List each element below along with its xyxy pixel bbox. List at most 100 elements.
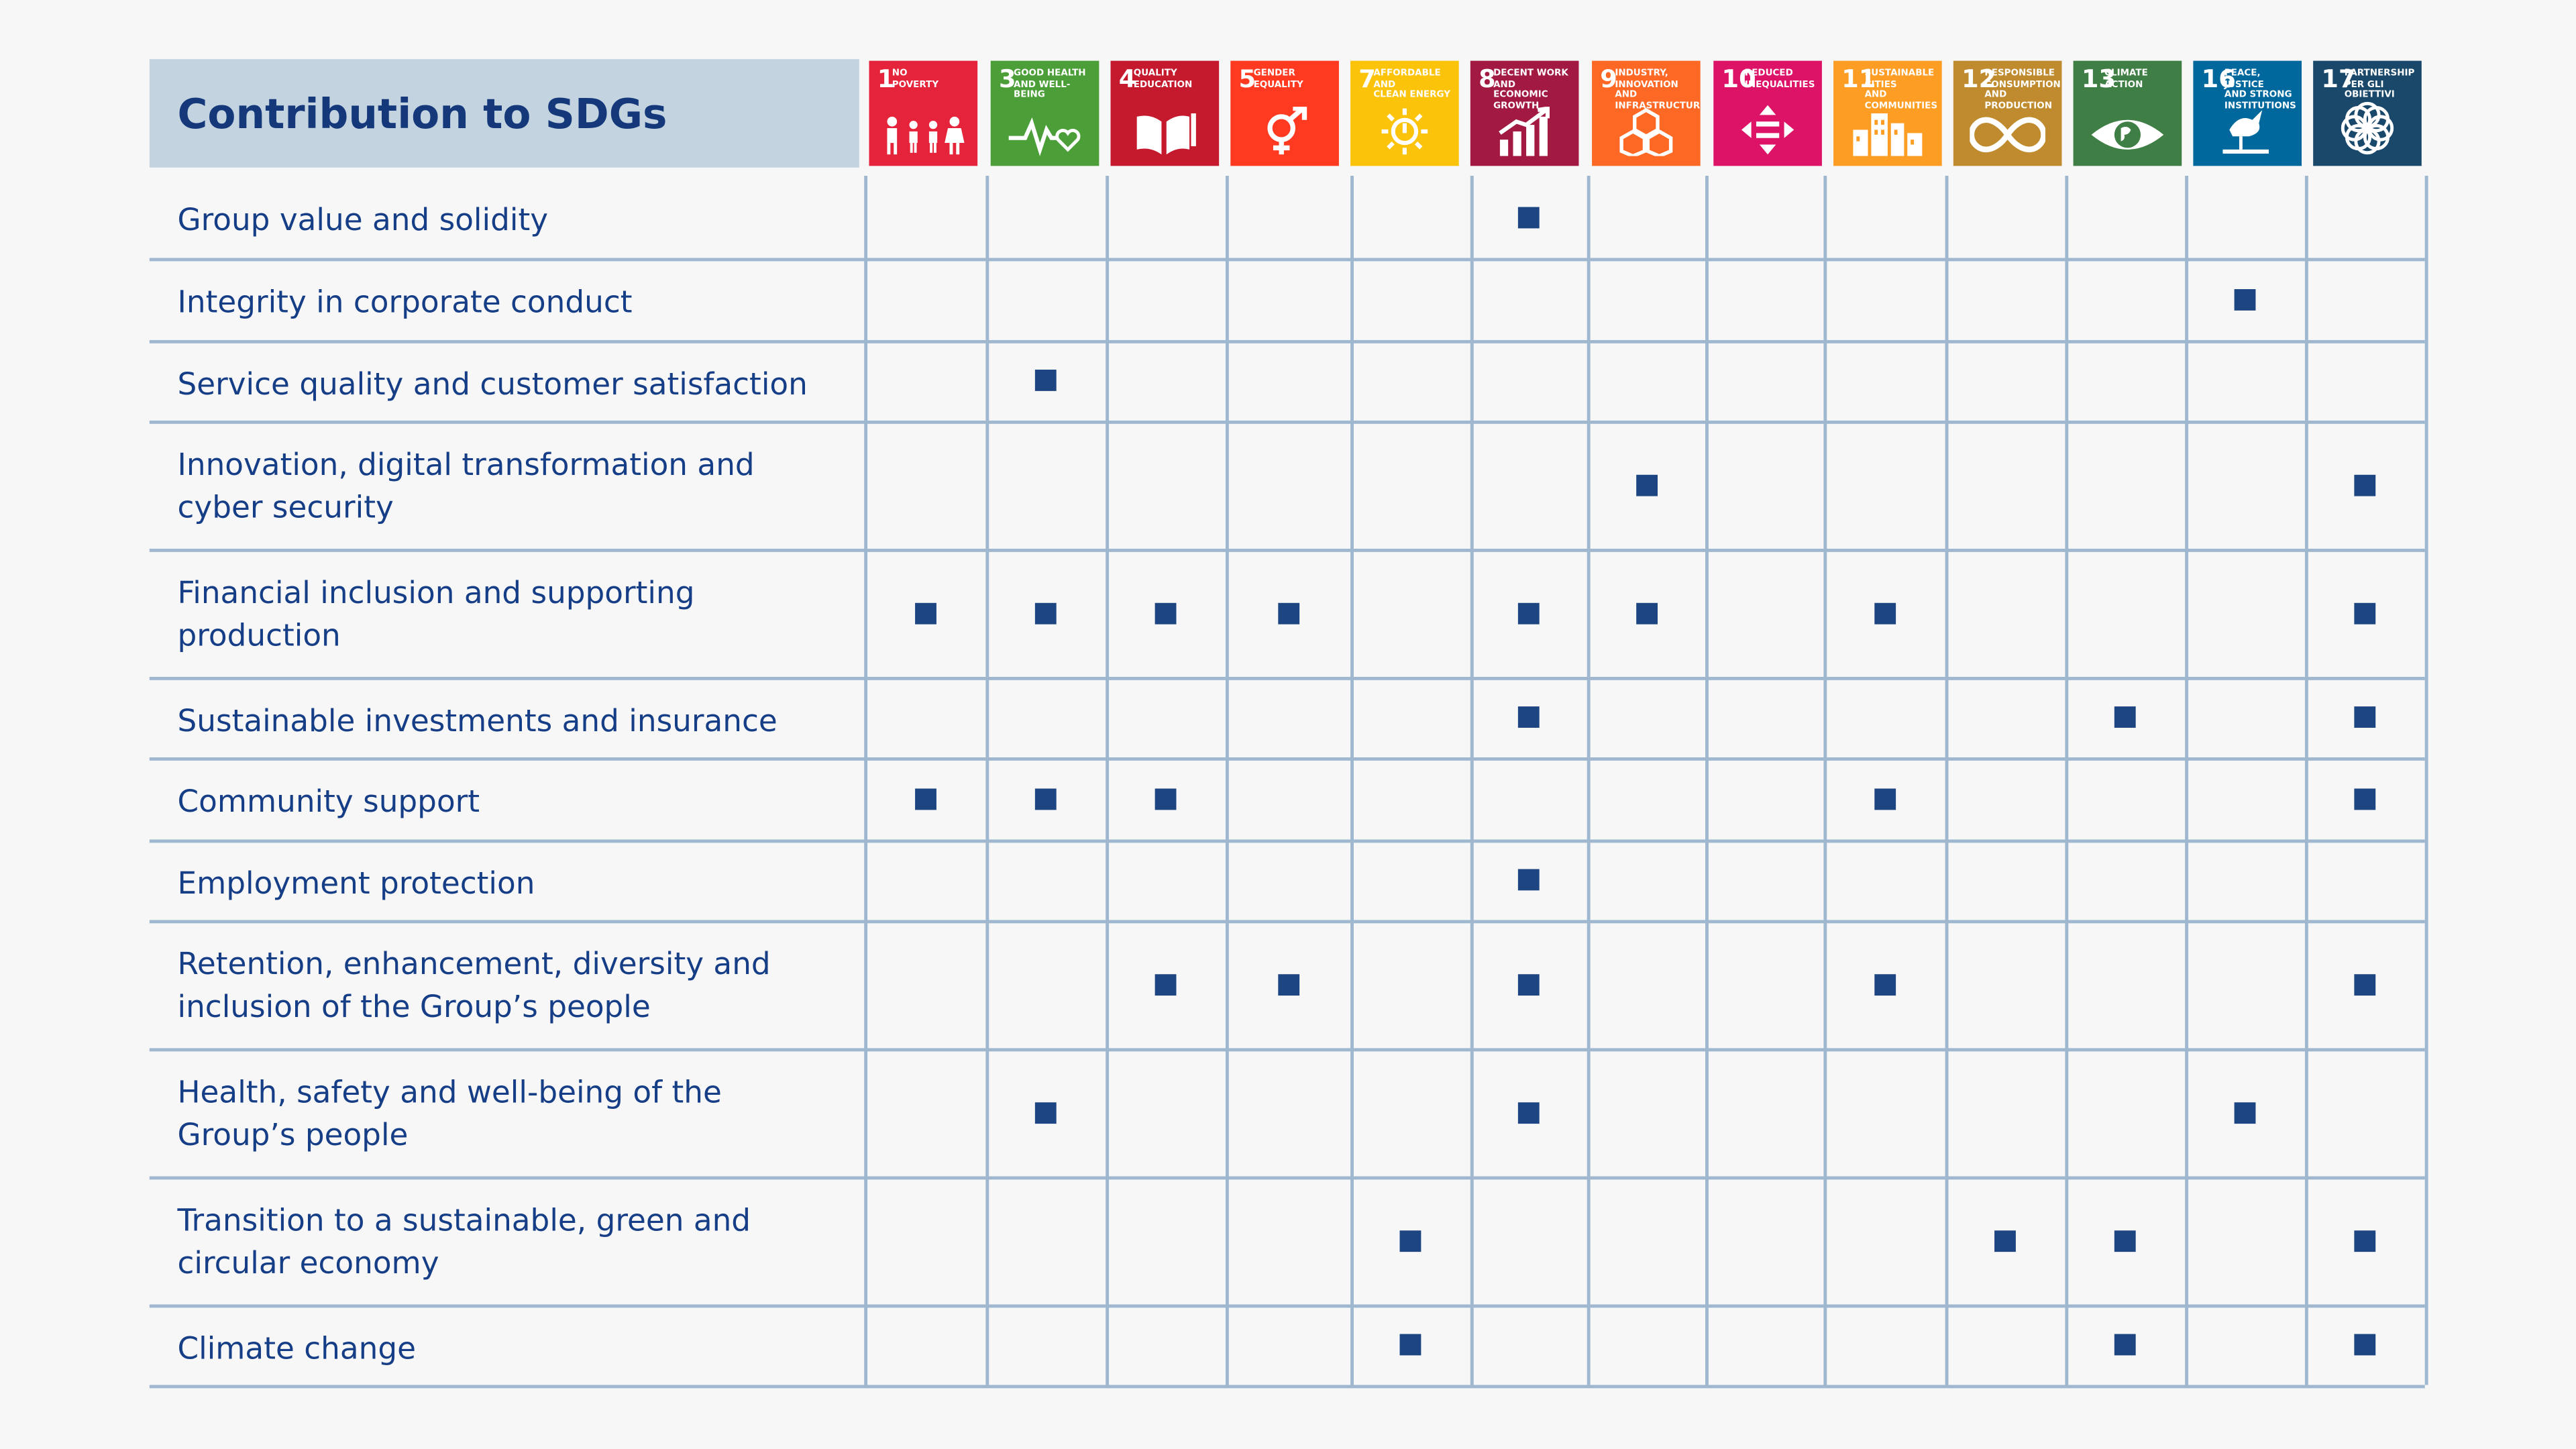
sdg-label: Quality Education	[1133, 68, 1193, 90]
sdg-number: 13	[2081, 64, 2116, 94]
contribution-mark	[2114, 1230, 2136, 1251]
table-row-label: Health, safety and well-being of the Gro…	[177, 1076, 722, 1152]
contribution-mark	[1517, 869, 1540, 891]
row-divider	[149, 1304, 2425, 1307]
row-divider	[149, 757, 2425, 760]
table-row-label: Innovation, digital transformation and c…	[177, 448, 755, 525]
contribution-mark	[1517, 602, 1540, 624]
contribution-mark	[2354, 788, 2376, 810]
table-row-label: Retention, enhancement, diversity and in…	[177, 948, 771, 1024]
column-divider	[1225, 176, 1228, 1385]
table-row-label: Financial inclusion and supporting produ…	[177, 576, 695, 653]
column-divider	[1705, 176, 1708, 1385]
table-row-label: Integrity in corporate conduct	[177, 286, 633, 321]
contribution-mark	[1635, 602, 1657, 624]
sdg-label: Reduced inequalities	[1744, 68, 1815, 90]
row-divider	[149, 1385, 2425, 1388]
contribution-mark	[1034, 788, 1057, 810]
contribution-mark	[1635, 474, 1657, 496]
row-divider	[149, 1176, 2425, 1179]
contribution-mark	[2354, 602, 2376, 624]
column-divider	[2065, 176, 2068, 1385]
contribution-mark	[2234, 1102, 2256, 1123]
sdg-tile-7: 7 Affordable and clean energy	[1350, 60, 1459, 166]
table-row-label: Climate change	[177, 1332, 416, 1367]
contribution-mark	[1517, 706, 1540, 728]
contribution-mark	[1517, 1102, 1540, 1123]
table-row-label: Employment protection	[177, 867, 535, 902]
sdg-label: Partnership per gli obiettivi	[2344, 68, 2415, 101]
contribution-mark	[914, 602, 936, 624]
contribution-mark	[1517, 206, 1540, 228]
table-header-title-cell: Contribution to SDGs	[149, 59, 859, 168]
contribution-mark	[1517, 973, 1540, 995]
sdg-tile-3: 3 Good health and well-being	[990, 60, 1099, 166]
sdg-tile-1: 1 No Poverty	[869, 60, 978, 166]
sdg-label: Industry, innovation and infrastructure	[1615, 68, 1701, 111]
contribution-mark	[1874, 602, 1895, 624]
column-divider	[1106, 176, 1108, 1385]
row-divider	[149, 920, 2425, 923]
sdg-tile-11: 11 Sustainable cities and communities	[1833, 60, 1942, 166]
sdg-tile-10: 10 Reduced inequalities	[1713, 60, 1822, 166]
contribution-mark	[2234, 288, 2256, 310]
sdg-tile-16: 16 Peace, justice and strong institutions	[2193, 60, 2302, 166]
contribution-mark	[1874, 788, 1895, 810]
contribution-mark	[1399, 1334, 1421, 1356]
contribution-mark	[1994, 1230, 2016, 1251]
sdg-label: Decent work and economic growth	[1493, 68, 1568, 111]
row-divider	[149, 548, 2425, 551]
table-row-label: Community support	[177, 785, 480, 820]
contribution-mark	[2354, 1334, 2376, 1356]
sdg-number: 17	[2321, 64, 2356, 94]
sdg-label: No Poverty	[892, 68, 939, 90]
sdg-label: Affordable and clean energy	[1373, 68, 1450, 101]
sdg-label: Climate action	[2104, 68, 2148, 90]
table-row-label: Group value and solidity	[177, 203, 549, 239]
contribution-mark	[1155, 973, 1177, 995]
column-divider	[2304, 176, 2308, 1385]
contribution-mark	[1155, 788, 1177, 810]
sdg-number: 1	[877, 64, 895, 94]
contribution-mark	[1034, 602, 1057, 624]
sdg-label: Sustainable cities and communities	[1864, 68, 1938, 111]
page-title: Contribution to SDGs	[177, 89, 667, 138]
contribution-mark	[1034, 370, 1057, 391]
sdg-number: 7	[1358, 64, 1376, 94]
row-divider	[149, 839, 2425, 843]
contribution-mark	[1277, 973, 1299, 995]
contribution-mark	[2354, 973, 2376, 995]
sdg-tile-13: 13 Climate action	[2073, 60, 2182, 166]
contribution-mark	[2354, 474, 2376, 496]
sdg-tile-17: 17 Partnership per gli obiettivi	[2313, 60, 2422, 166]
column-divider	[2185, 176, 2188, 1385]
table-row-label: Transition to a sustainable, green and c…	[177, 1204, 751, 1281]
sdg-number: 5	[1238, 64, 1256, 94]
sdg-tile-12: 12 Responsible consumption and production	[1953, 60, 2062, 166]
sdg-tile-8: 8 Decent work and economic growth	[1470, 60, 1579, 166]
column-divider	[1823, 176, 1827, 1385]
sdg-number: 11	[1841, 64, 1876, 94]
sdg-label: Responsible consumption and production	[1984, 68, 2061, 111]
contribution-mark	[1874, 973, 1895, 995]
sdg-label: Peace, justice and strong institutions	[2224, 68, 2296, 111]
column-divider	[1945, 176, 1948, 1385]
sdg-tile-4: 4 Quality Education	[1110, 60, 1220, 166]
contribution-mark	[914, 788, 936, 810]
sdg-number: 4	[1118, 64, 1136, 94]
sdg-label: Good health and well-being	[1014, 68, 1086, 101]
column-divider	[864, 176, 867, 1385]
row-divider	[149, 1048, 2425, 1051]
sdg-number: 8	[1479, 64, 1496, 94]
column-divider	[1350, 176, 1353, 1385]
sdg-number: 12	[1962, 64, 1996, 94]
table-row-label: Sustainable investments and insurance	[177, 704, 777, 740]
sdg-number: 16	[2201, 64, 2236, 94]
contribution-mark	[2114, 706, 2136, 728]
sdg-number: 9	[1600, 64, 1617, 94]
row-divider	[149, 258, 2425, 261]
sdg-tile-5: 5 Gender Equality	[1230, 60, 1339, 166]
contribution-mark	[1034, 1102, 1057, 1123]
row-divider	[149, 339, 2425, 343]
